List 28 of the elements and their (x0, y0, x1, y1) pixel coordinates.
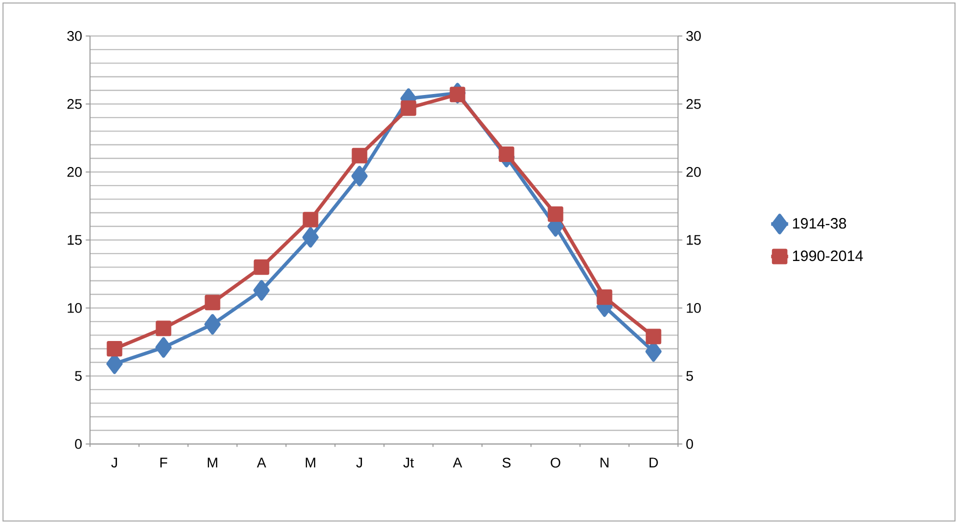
y2-tick-label: 20 (686, 167, 701, 177)
y2-tick-label: 10 (686, 303, 701, 313)
y-tick-label: 25 (67, 99, 82, 109)
y2-tick-label: 5 (686, 371, 693, 381)
x-tick-label: M (306, 458, 316, 468)
x-tick-label: N (600, 458, 608, 468)
legend-label: 1914-38 (793, 218, 846, 229)
x-tick-label: A (452, 458, 462, 468)
y-tick-label: 0 (75, 439, 82, 449)
x-tick-label: J (111, 458, 117, 468)
x-tick-label: S (502, 458, 511, 468)
y-tick-label: 15 (68, 235, 82, 245)
x-tick-label: M (208, 458, 218, 468)
y-tick-label: 20 (67, 167, 82, 177)
y2-tick-label: 25 (686, 99, 701, 109)
x-tick-label: A (256, 458, 266, 468)
x-tick-label: J (356, 458, 362, 468)
y2-tick-label: 0 (686, 439, 694, 449)
y2-tick-label: 30 (686, 31, 701, 41)
x-tick-label: Jt (403, 458, 414, 468)
x-tick-label: D (650, 458, 658, 468)
x-tick-label: F (160, 458, 168, 468)
y-tick-label: 30 (67, 31, 82, 41)
y-tick-label: 5 (75, 371, 82, 381)
legend-label: 1990-2014 (793, 250, 863, 262)
x-tick-label: O (550, 458, 560, 468)
y-tick-label: 10 (68, 303, 82, 313)
y2-tick-label: 15 (686, 235, 701, 245)
